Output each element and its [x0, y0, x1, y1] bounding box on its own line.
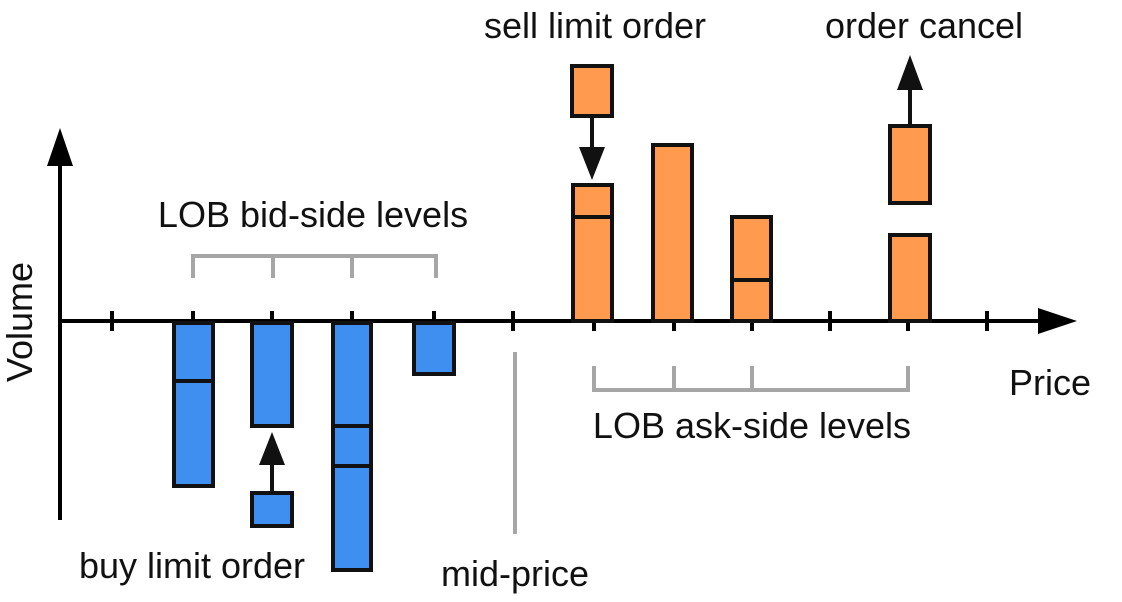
- ask-bars: [570, 55, 932, 323]
- mid-price-label: mid-price: [441, 553, 589, 594]
- bid-bars: [172, 321, 456, 572]
- cancel-arrowhead: [897, 55, 923, 90]
- bid-bar-level-3: [250, 321, 294, 428]
- bid-bar-level-2: [331, 321, 373, 572]
- y-axis-label: Volume: [0, 262, 40, 382]
- ask-bar-level-3: [730, 215, 773, 323]
- buy-order-arrowhead: [259, 432, 285, 465]
- bid-levels-label: LOB bid-side levels: [158, 194, 468, 235]
- bid-bracket-line: [191, 254, 438, 278]
- buy-limit-order-block: [250, 491, 294, 528]
- x-axis-arrowhead: [1038, 308, 1077, 334]
- x-axis-label: Price: [1009, 362, 1091, 403]
- ask-levels-label: LOB ask-side levels: [593, 405, 911, 446]
- bid-bar-level-1: [412, 321, 456, 376]
- sell-limit-order-label: sell limit order: [484, 5, 706, 46]
- buy-limit-order-label: buy limit order: [79, 545, 305, 586]
- sell-order-arrowhead: [579, 147, 605, 180]
- order-cancel-block: [888, 124, 932, 205]
- bid-bar-level-4: [172, 321, 215, 488]
- y-axis-arrowhead: [47, 128, 73, 166]
- ask-levels-bracket: [592, 366, 910, 392]
- sell-limit-order-block: [570, 64, 614, 118]
- bid-levels-bracket: [191, 254, 438, 278]
- ask-bar-level-2: [651, 143, 694, 323]
- order-cancel-label: order cancel: [825, 5, 1023, 46]
- ask-bar-level-5: [888, 233, 932, 323]
- ask-bar-level-1: [571, 183, 614, 323]
